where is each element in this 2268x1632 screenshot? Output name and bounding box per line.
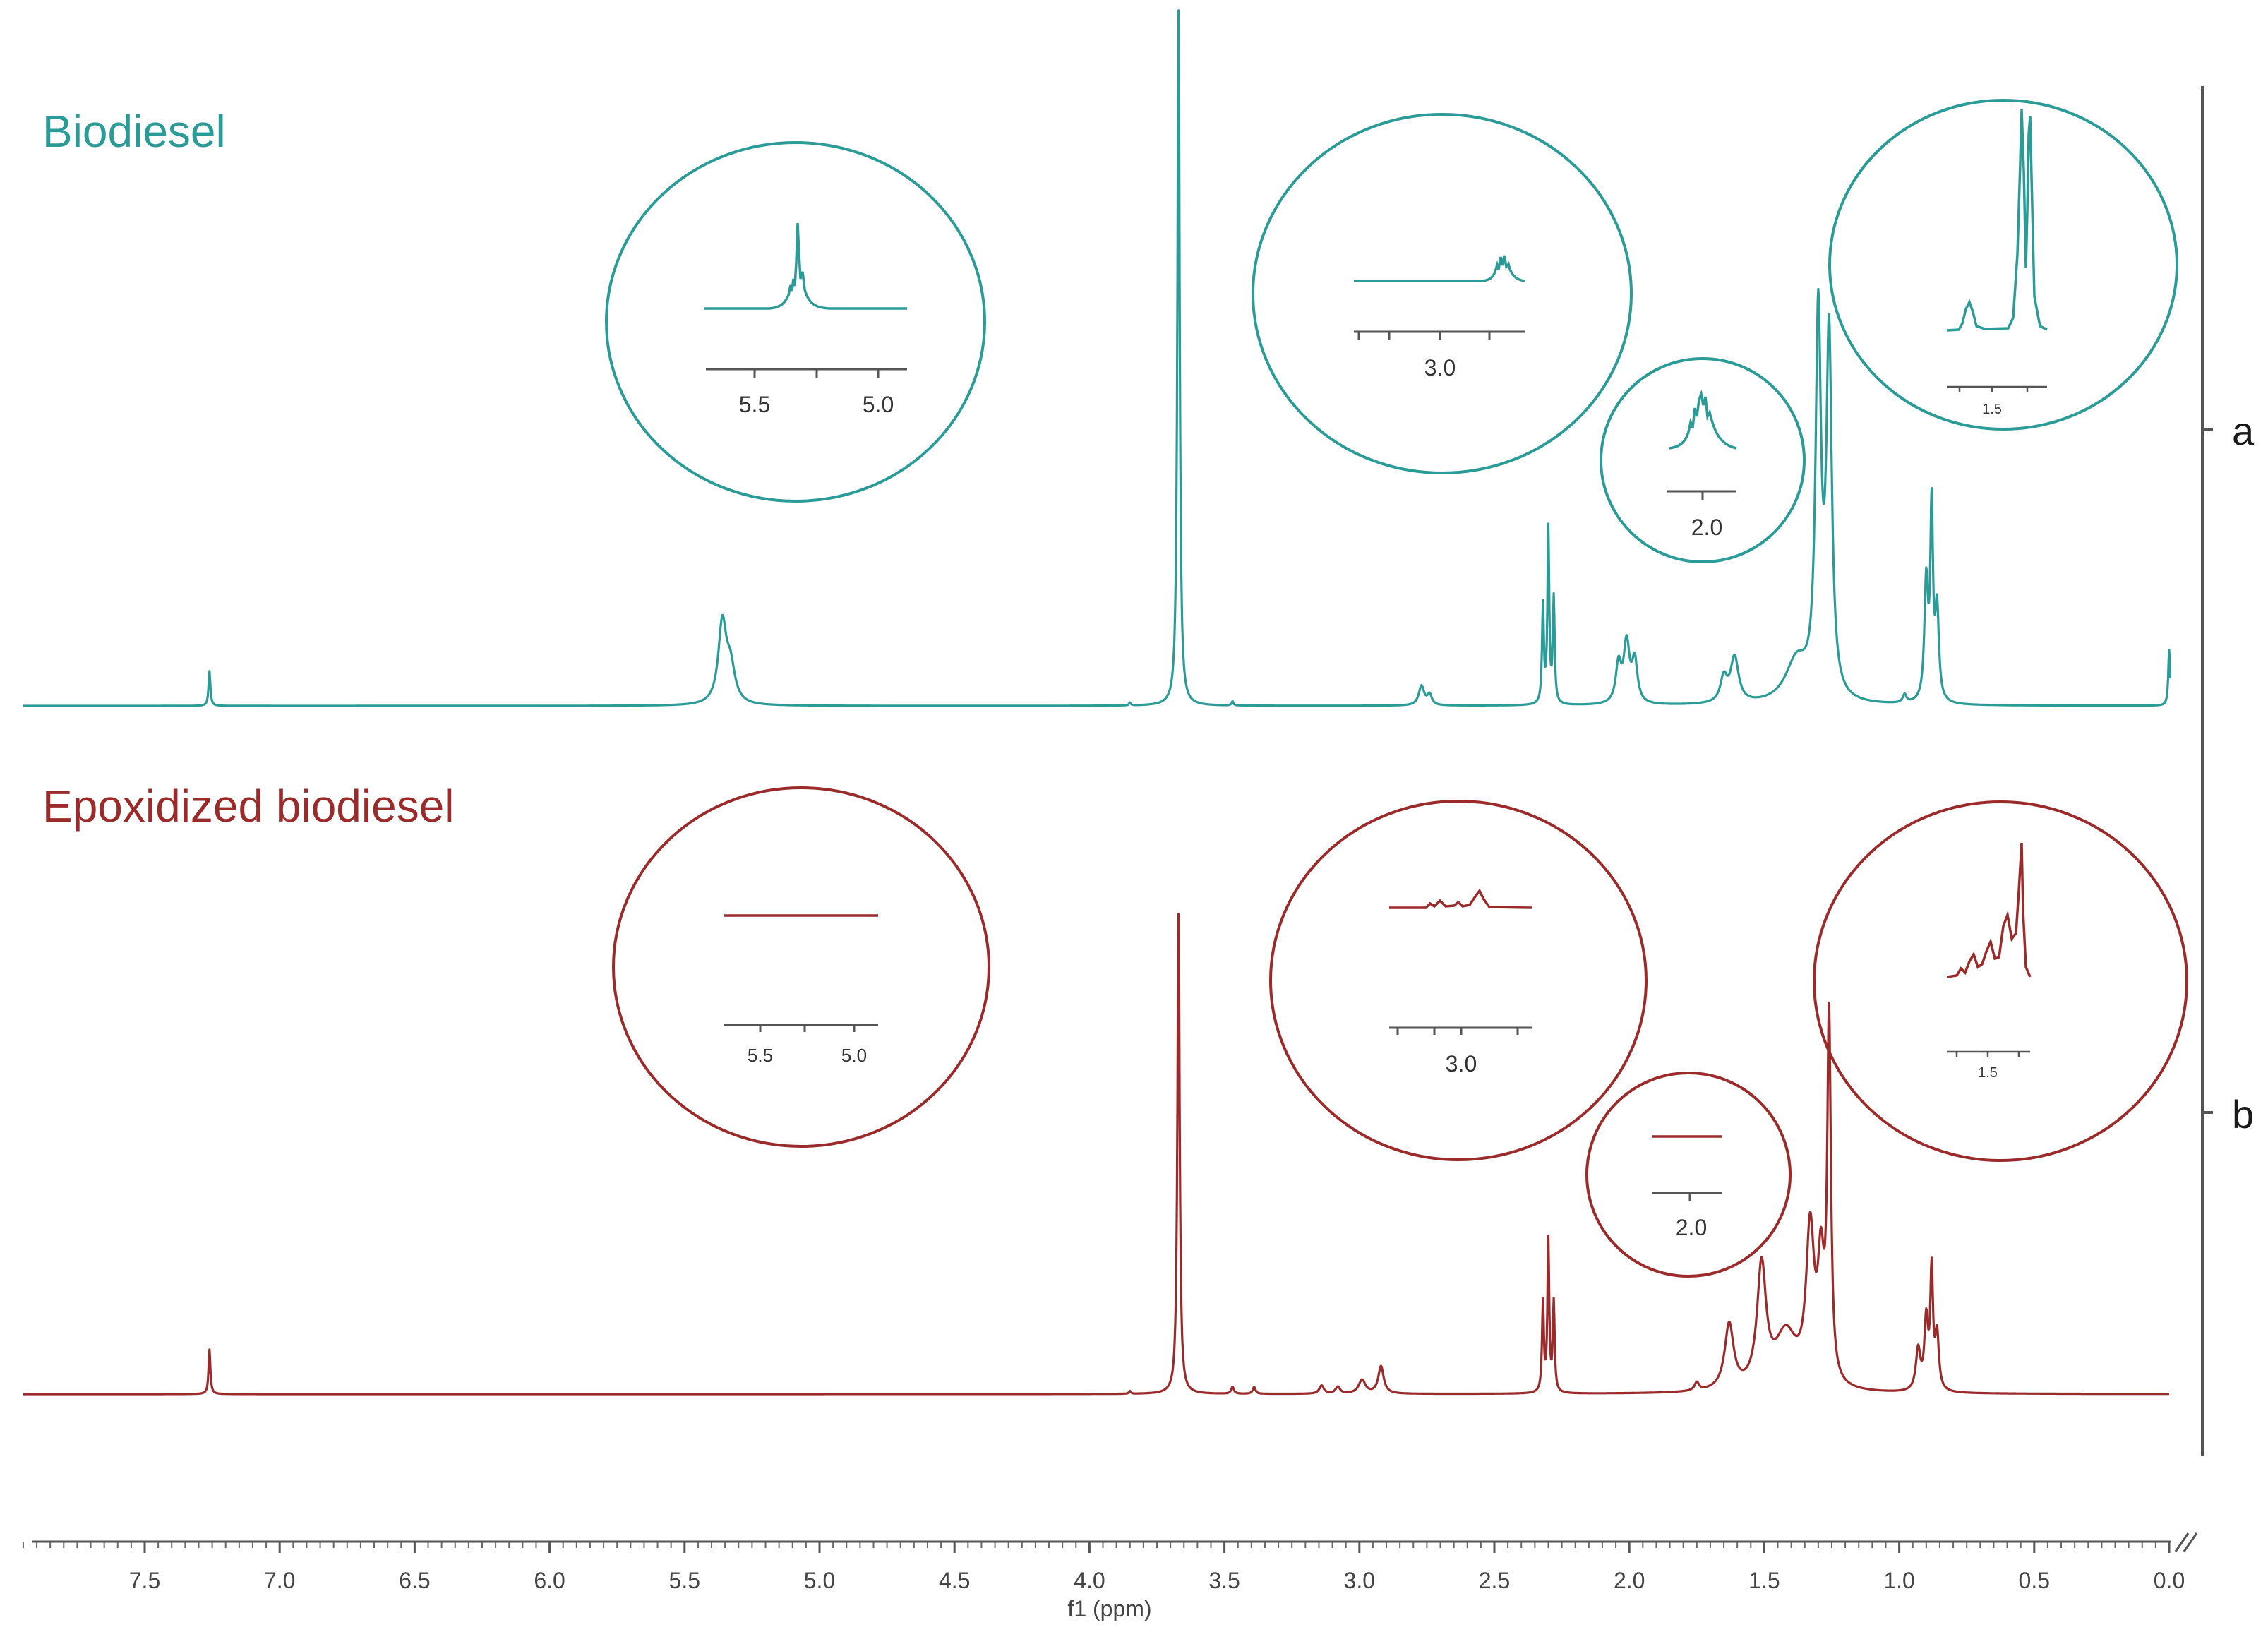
x-tick-label: 0.5 [2019, 1568, 2050, 1593]
x-tick-label: 6.5 [399, 1568, 430, 1593]
inset-circle-a-methylene [1828, 99, 2178, 431]
inset-tick-a-bisallylic-1: 3.0 [1424, 355, 1456, 380]
inset-circle-b-allylic [1585, 1072, 1792, 1278]
inset-tick-a-allylic-1: 2.0 [1691, 515, 1722, 540]
x-axis-label: f1 (ppm) [1067, 1596, 1151, 1621]
x-tick-label: 5.0 [804, 1568, 835, 1593]
inset-circle-a-allylic [1600, 357, 1806, 563]
x-tick-label: 0.0 [2154, 1568, 2185, 1593]
inset-circle-a-bisallylic [1252, 113, 1633, 474]
x-tick-label: 6.0 [534, 1568, 565, 1593]
x-tick-label: 2.5 [1479, 1568, 1510, 1593]
right-bracket-axis [2201, 86, 2213, 1456]
inset-tick-b-epoxy-1: 3.0 [1446, 1051, 1477, 1076]
inset-trace-a-olefinic [704, 222, 907, 310]
zoom-insets-biodiesel: 5.5 5.0 3.0 2.0 1.5 [605, 99, 2178, 563]
zoom-insets-epoxidized: 5.5 5.0 3.0 2.0 1.5 [612, 786, 2188, 1278]
x-tick-label: 4.0 [1074, 1568, 1105, 1593]
inset-tick-a-methylene-1: 1.5 [1982, 402, 2002, 417]
x-tick-label: 1.0 [1883, 1568, 1914, 1593]
inset-circle-a-olefinic [605, 141, 986, 503]
side-label-a: a [2232, 409, 2255, 453]
inset-trace-b-epoxy [1389, 888, 1532, 909]
biodiesel-title: Biodiesel [42, 106, 226, 157]
x-tick-label: 3.0 [1344, 1568, 1375, 1593]
inset-trace-a-methylene [1946, 109, 2048, 332]
inset-tick-b-olefinic-2: 5.0 [841, 1045, 867, 1066]
inset-tick-a-olefinic-2: 5.0 [863, 392, 894, 417]
spectrum-line-biodiesel [23, 9, 2172, 707]
x-axis-minor-ticks [22, 1542, 2156, 1548]
x-tick-label: 7.5 [129, 1568, 160, 1593]
x-tick-label: 5.5 [669, 1568, 700, 1593]
x-break-slash [2183, 1532, 2198, 1552]
spectrum-line-epoxidized [23, 913, 2170, 1396]
x-axis-major-ticks: 7.5 7.0 6.5 6.0 5.5 5.0 4.5 4.0 3.5 3.0 2.5 2.0 1.5 1… [129, 1542, 2185, 1593]
side-label-b: b [2232, 1092, 2254, 1136]
inset-circle-b-methylene [1813, 800, 2188, 1162]
x-axis: 7.5 7.0 6.5 6.0 5.5 5.0 4.5 4.0 3.5 3.0 2.5 2.0 1.5 1… [22, 1532, 2198, 1593]
inset-tick-a-olefinic-1: 5.5 [739, 392, 770, 417]
inset-trace-a-allylic [1669, 389, 1737, 450]
x-tick-label: 4.5 [939, 1568, 970, 1593]
inset-trace-a-bisallylic [1354, 255, 1525, 282]
inset-circle-b-epoxy [1269, 800, 1648, 1161]
x-tick-label: 7.0 [264, 1568, 295, 1593]
x-axis-break-mark [2174, 1532, 2198, 1552]
inset-tick-b-methylene-1: 1.5 [1978, 1065, 1998, 1081]
x-tick-label: 2.0 [1614, 1568, 1645, 1593]
inset-tick-b-olefinic-1: 5.5 [748, 1045, 773, 1066]
epoxidized-biodiesel-title: Epoxidized biodiesel [42, 781, 455, 832]
x-tick-label: 1.5 [1748, 1568, 1780, 1593]
x-tick-label: 3.5 [1208, 1568, 1240, 1593]
inset-circle-b-olefinic [612, 786, 990, 1148]
inset-tick-b-allylic-1: 2.0 [1676, 1215, 1707, 1240]
inset-trace-b-methylene [1946, 842, 2032, 978]
x-break-slash [2174, 1532, 2190, 1552]
